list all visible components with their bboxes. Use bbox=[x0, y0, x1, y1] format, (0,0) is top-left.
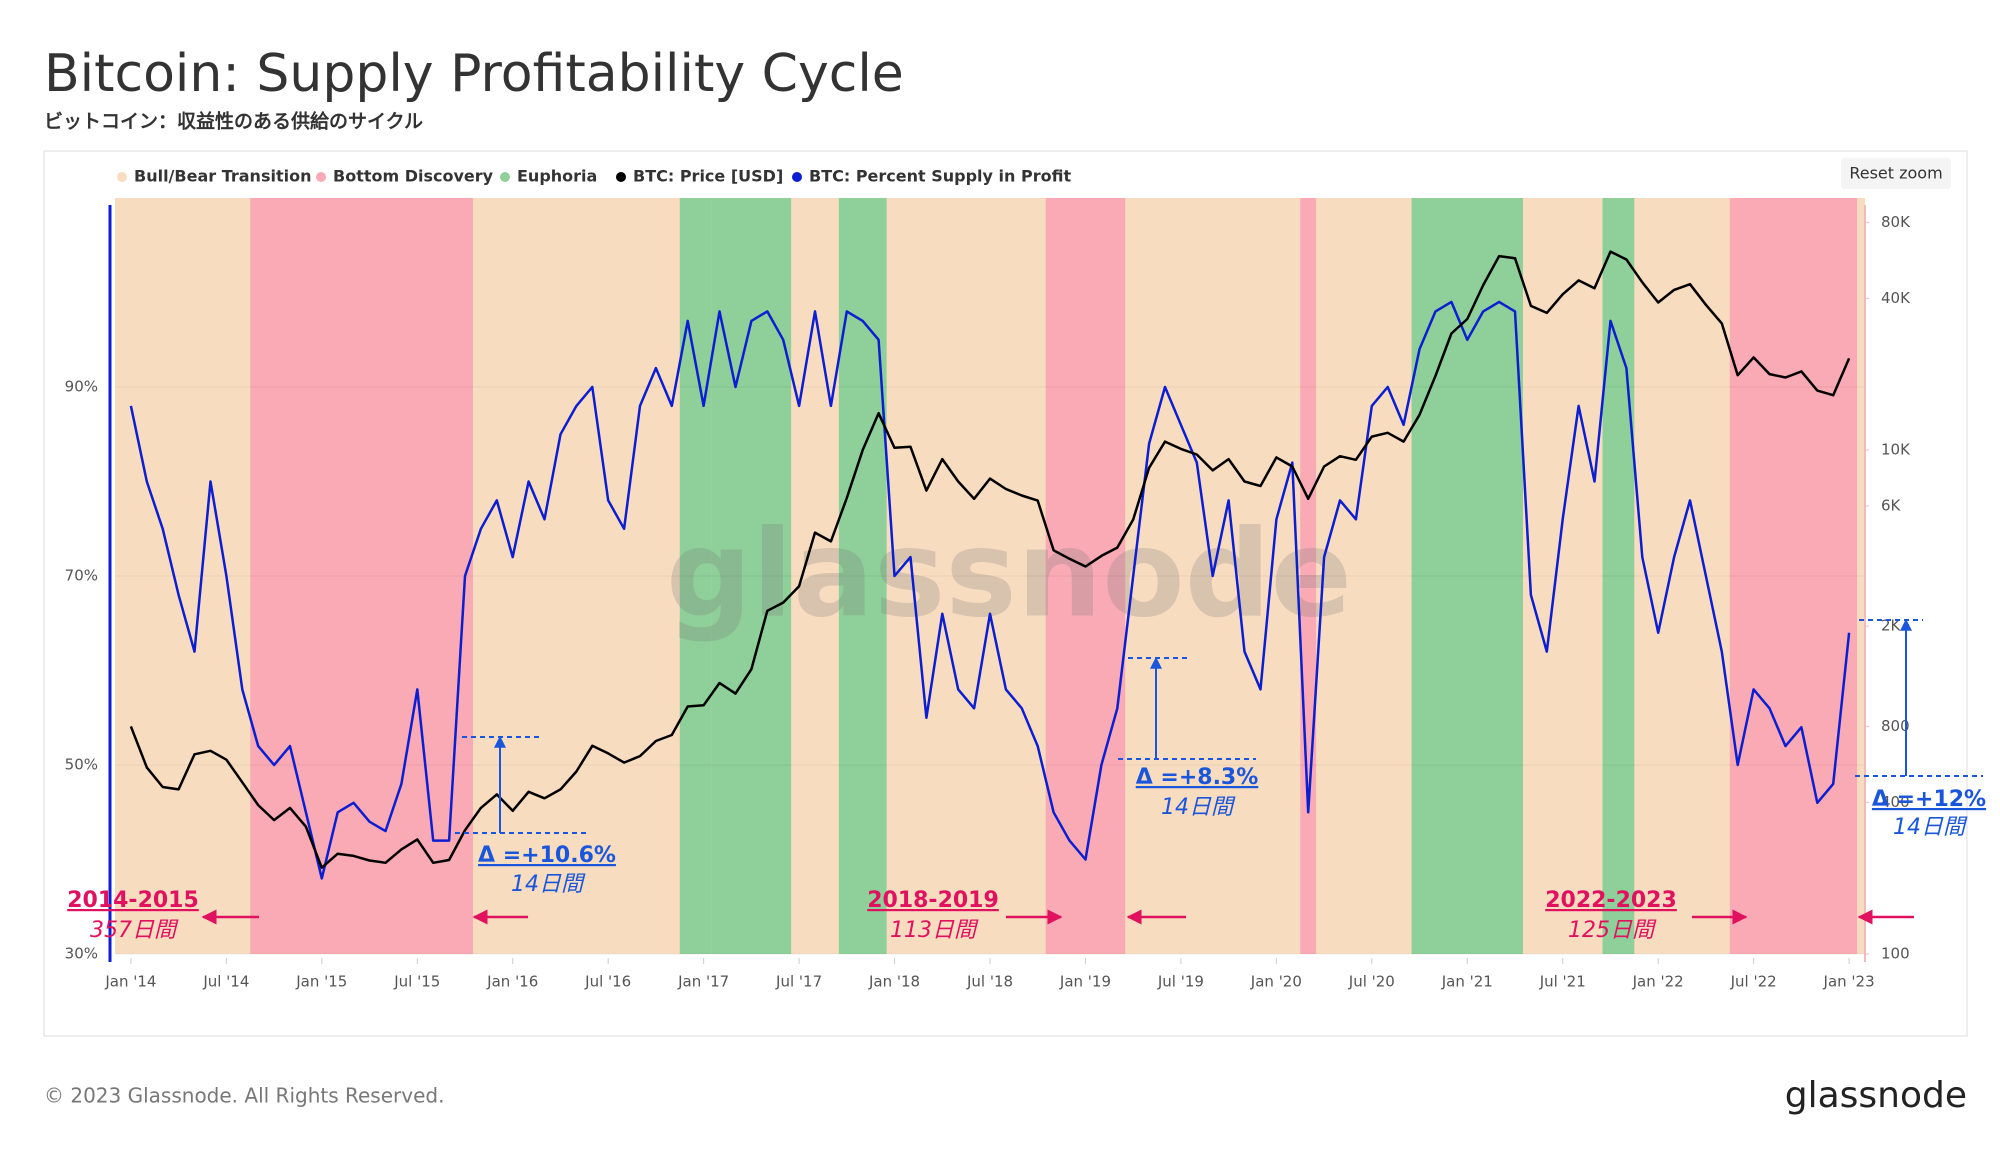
legend-swatch bbox=[316, 172, 326, 182]
legend-label: BTC: Price [USD] bbox=[633, 167, 783, 186]
period-label: 2014-2015 bbox=[67, 888, 199, 913]
y2-tick-label: 800 bbox=[1881, 717, 1910, 735]
series-line bbox=[129, 300, 1851, 880]
phase-band bbox=[1602, 198, 1635, 954]
x-tick-label: Jan '15 bbox=[295, 973, 347, 991]
x-tick-label: Jul '20 bbox=[1348, 973, 1395, 991]
delta-label: Δ =+10.6% bbox=[478, 843, 616, 868]
x-tick-label: Jul '16 bbox=[584, 973, 631, 991]
x-tick-label: Jan '21 bbox=[1441, 973, 1493, 991]
phase-band bbox=[1729, 198, 1858, 954]
y-tick-label: 50% bbox=[65, 756, 98, 774]
y-tick-label: 30% bbox=[65, 945, 98, 963]
title: Bitcoin: Supply Profitability Cycle bbox=[44, 44, 904, 104]
y2-tick-label: 2K bbox=[1881, 617, 1902, 635]
x-tick-label: Jan '19 bbox=[1059, 973, 1111, 991]
y2-tick-label: 400 bbox=[1881, 793, 1910, 811]
phase-band bbox=[679, 198, 712, 954]
phase-band bbox=[250, 198, 473, 954]
legend-label: Bottom Discovery bbox=[333, 167, 494, 186]
x-tick-label: Jan '16 bbox=[486, 973, 538, 991]
x-tick-label: Jan '23 bbox=[1823, 973, 1875, 991]
period-label: 2018-2019 bbox=[867, 888, 999, 913]
delta-duration: 14日間 bbox=[1893, 815, 1968, 840]
footer: © 2023 Glassnode. All Rights Reserved. bbox=[44, 1084, 444, 1108]
reset-zoom-label[interactable]: Reset zoom bbox=[1849, 164, 1942, 183]
x-tick-label: Jan '14 bbox=[104, 973, 156, 991]
legend-swatch bbox=[792, 172, 802, 182]
y2-tick-label: 40K bbox=[1881, 289, 1911, 307]
logo: glassnode bbox=[1785, 1075, 1967, 1116]
legend-label: Euphoria bbox=[517, 167, 597, 186]
subtitle: ビットコイン：収益性のある供給のサイクル bbox=[44, 110, 423, 133]
x-tick-label: Jul '17 bbox=[775, 973, 822, 991]
y-tick-label: 90% bbox=[65, 378, 98, 396]
period-duration: 113日間 bbox=[890, 918, 979, 943]
watermark: glassnode bbox=[666, 506, 1352, 645]
y2-tick-label: 80K bbox=[1881, 213, 1911, 231]
legend-swatch bbox=[117, 172, 127, 182]
x-tick-label: Jan '22 bbox=[1632, 973, 1684, 991]
series-line bbox=[129, 250, 1851, 869]
delta-label: Δ =+8.3% bbox=[1136, 765, 1259, 790]
legend-swatch bbox=[616, 172, 626, 182]
x-tick-label: Jul '22 bbox=[1730, 973, 1777, 991]
x-tick-label: Jul '19 bbox=[1157, 973, 1204, 991]
y2-tick-label: 100 bbox=[1881, 945, 1910, 963]
delta-duration: 14日間 bbox=[511, 872, 586, 897]
legend-label: BTC: Percent Supply in Profit bbox=[809, 167, 1071, 186]
x-tick-label: Jan '20 bbox=[1250, 973, 1302, 991]
x-tick-label: Jan '18 bbox=[868, 973, 920, 991]
y-tick-label: 70% bbox=[65, 567, 98, 585]
x-tick-label: Jan '17 bbox=[677, 973, 729, 991]
x-tick-label: Jul '15 bbox=[393, 973, 440, 991]
phase-band bbox=[1045, 198, 1126, 954]
phase-band bbox=[838, 198, 887, 954]
x-tick-label: Jul '18 bbox=[966, 973, 1013, 991]
y2-tick-label: 6K bbox=[1881, 496, 1902, 514]
legend-label: Bull/Bear Transition bbox=[134, 167, 311, 186]
plot: glassnode 30% 50% 70% 90% 100 400 800 2K 6K 10K 40K… bbox=[65, 167, 1986, 991]
period-label: 2022-2023 bbox=[1545, 888, 1677, 913]
reset-zoom-button[interactable] bbox=[1841, 158, 1951, 189]
y2-tick-label: 10K bbox=[1881, 441, 1911, 459]
delta-label: Δ =+12% bbox=[1872, 787, 1986, 812]
period-duration: 357日間 bbox=[90, 918, 179, 943]
period-duration: 125日間 bbox=[1568, 918, 1657, 943]
x-tick-label: Jul '21 bbox=[1539, 973, 1586, 991]
x-tick-label: Jul '14 bbox=[202, 973, 249, 991]
delta-duration: 14日間 bbox=[1161, 795, 1236, 820]
legend-swatch bbox=[500, 172, 510, 182]
